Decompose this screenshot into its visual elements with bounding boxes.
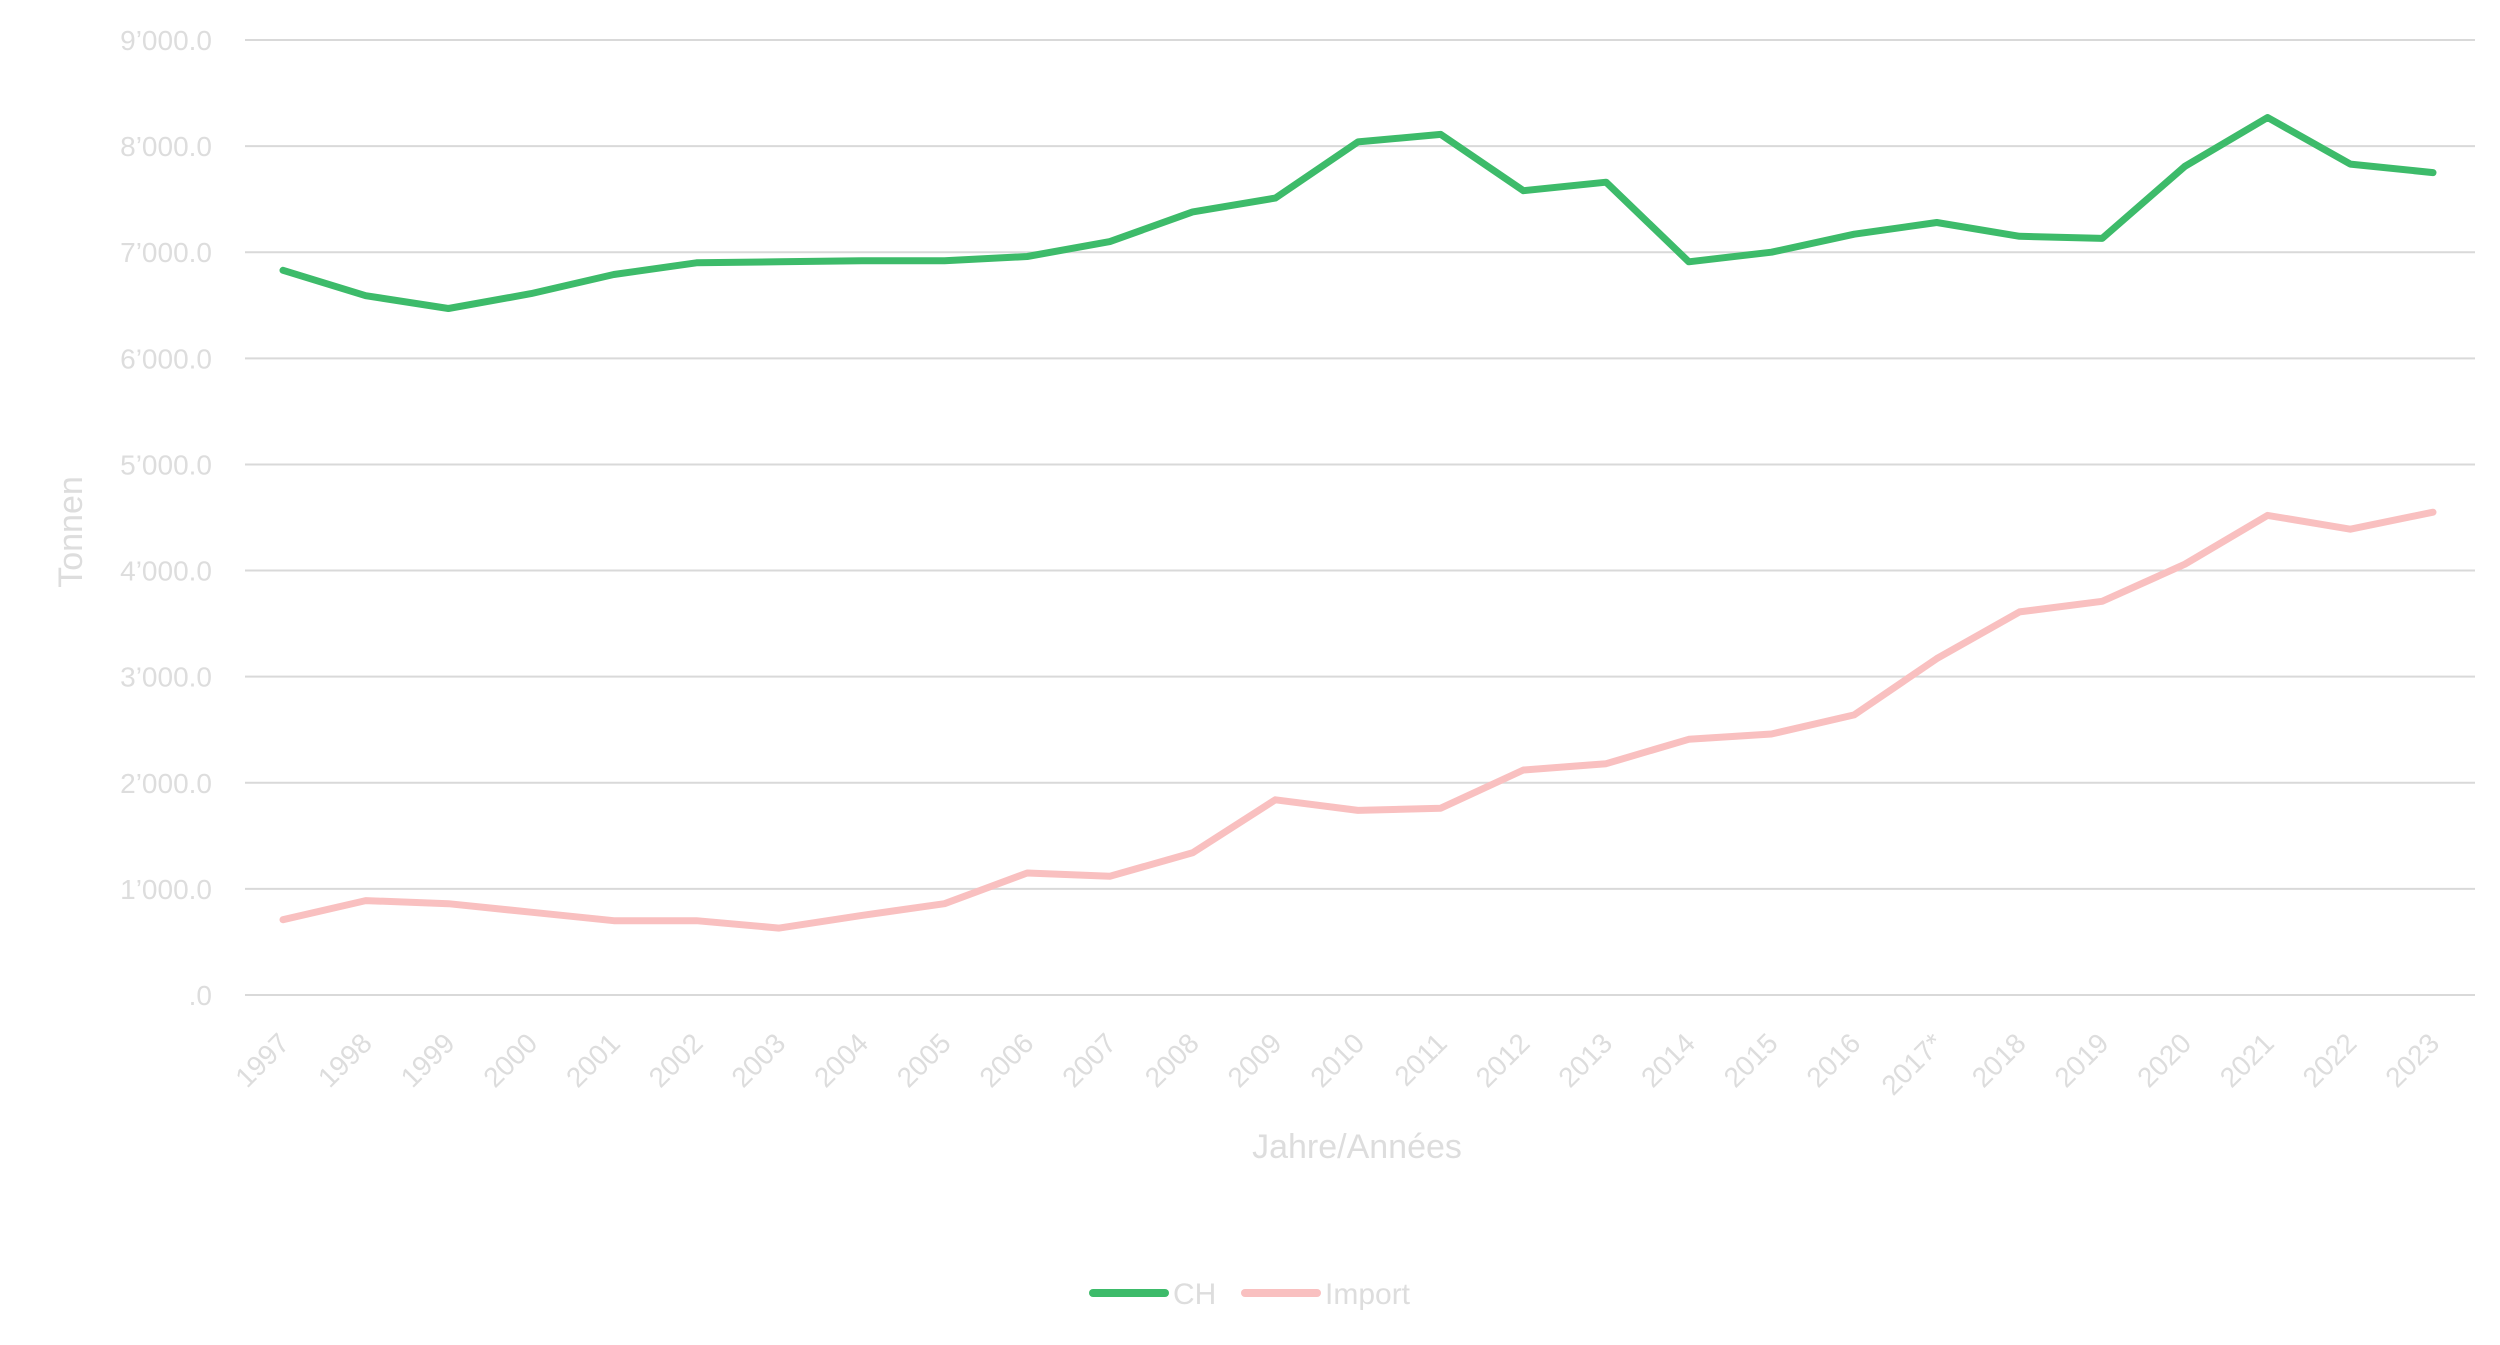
x-tick-label: 2020 bbox=[2131, 1027, 2197, 1093]
legend: CH Import bbox=[1089, 1278, 1411, 1311]
x-tick-label: 1998 bbox=[312, 1027, 378, 1093]
x-tick-label: 2009 bbox=[1222, 1027, 1288, 1093]
x-tick-label: 2007 bbox=[1056, 1027, 1122, 1093]
x-tick-label: 2005 bbox=[891, 1027, 957, 1093]
legend-label-ch: CH bbox=[1173, 1278, 1216, 1311]
series-line-ch bbox=[279, 114, 2437, 312]
x-tick-label: 2011 bbox=[1388, 1027, 1453, 1092]
y-axis-title: Tonnen bbox=[52, 476, 90, 588]
x-tick-label: 2019 bbox=[2049, 1027, 2115, 1093]
x-tick-label: 2017* bbox=[1875, 1027, 1949, 1101]
y-tick-label: 7’000.0 bbox=[120, 237, 212, 268]
x-tick-label: 2002 bbox=[643, 1027, 709, 1093]
x-tick-label: 2000 bbox=[477, 1027, 543, 1093]
x-tick-label: 2001 bbox=[560, 1027, 626, 1093]
series-lines bbox=[279, 114, 2437, 932]
x-tick-label: 2006 bbox=[974, 1027, 1040, 1093]
legend-label-import: Import bbox=[1325, 1278, 1411, 1311]
x-tick-label: 2021 bbox=[2214, 1027, 2280, 1093]
y-tick-label: .0 bbox=[189, 980, 212, 1011]
x-tick-label: 2008 bbox=[1139, 1027, 1205, 1093]
x-tick-label: 2016 bbox=[1800, 1027, 1866, 1093]
x-tick-label: 2004 bbox=[808, 1027, 874, 1093]
y-axis-ticks: .0 1’000.0 2’000.0 3’000.0 4’000.0 5’000.0 6’0… bbox=[120, 25, 212, 1011]
y-tick-label: 3’000.0 bbox=[120, 662, 212, 693]
x-axis-title: Jahre/Années bbox=[1252, 1128, 1462, 1166]
y-tick-label: 6’000.0 bbox=[120, 343, 212, 374]
y-tick-label: 4’000.0 bbox=[120, 556, 212, 587]
y-tick-label: 9’000.0 bbox=[120, 25, 212, 56]
x-tick-label: 1997 bbox=[229, 1027, 295, 1093]
series-line-import bbox=[279, 508, 2437, 932]
x-tick-label: 2014 bbox=[1635, 1027, 1701, 1093]
y-tick-label: 2’000.0 bbox=[120, 768, 212, 799]
x-tick-label: 2013 bbox=[1552, 1027, 1618, 1093]
x-tick-label: 2022 bbox=[2297, 1027, 2363, 1093]
y-tick-label: 8’000.0 bbox=[120, 131, 212, 162]
y-tick-label: 1’000.0 bbox=[120, 874, 212, 905]
x-axis-ticks: 1997 1998 1999 2000 2001 2002 2003 2004 2005 2006… bbox=[229, 1027, 2445, 1101]
gridlines bbox=[245, 39, 2475, 996]
y-tick-label: 5’000.0 bbox=[120, 449, 212, 480]
x-tick-label: 2018 bbox=[1966, 1027, 2032, 1093]
x-tick-label: 2012 bbox=[1470, 1027, 1536, 1093]
x-tick-label: 2010 bbox=[1304, 1027, 1370, 1093]
x-tick-label: 2023 bbox=[2379, 1027, 2445, 1093]
x-tick-label: 2003 bbox=[725, 1027, 791, 1093]
x-tick-label: 2015 bbox=[1718, 1027, 1784, 1093]
x-tick-label: 1999 bbox=[395, 1027, 461, 1093]
